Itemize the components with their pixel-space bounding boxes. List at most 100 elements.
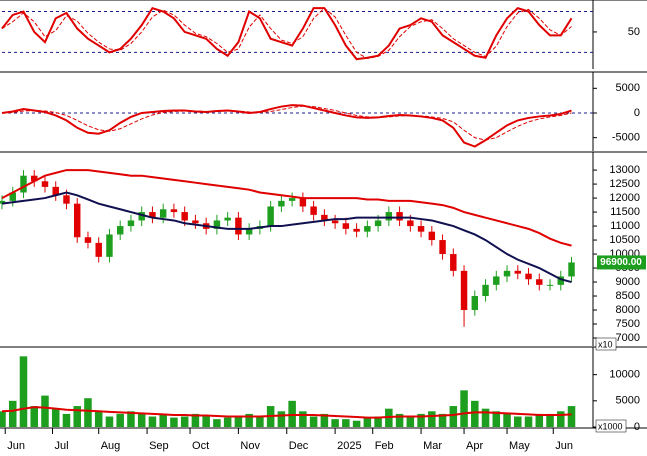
candle-body <box>536 279 543 285</box>
candle-body <box>331 220 339 224</box>
candle-body <box>267 206 274 227</box>
y-tick-label: 8000 <box>616 304 640 316</box>
candle-body <box>138 212 145 221</box>
candle-body <box>450 254 457 271</box>
candle-body <box>245 228 253 235</box>
x-tick-label: Nov <box>240 440 260 452</box>
volume-bar <box>309 416 318 427</box>
y-tick-label: 7000 <box>616 332 640 344</box>
volume-bar <box>94 411 103 427</box>
volume-bar <box>557 411 565 427</box>
x-tick-label: Oct <box>192 440 209 452</box>
volume-bar <box>460 390 468 427</box>
candle-body <box>159 209 167 218</box>
candle-body <box>84 237 92 243</box>
candle-body <box>170 209 178 213</box>
volume-bar <box>105 416 114 427</box>
indicator-line <box>1 104 572 148</box>
volume-bar <box>567 406 576 427</box>
candle-body <box>482 284 489 297</box>
volume-bar <box>428 411 436 427</box>
candle-body <box>364 226 371 232</box>
candle-body <box>493 276 500 285</box>
volume-bar <box>481 408 490 427</box>
candle-body <box>321 214 328 221</box>
volume-bar <box>84 398 92 427</box>
x-tick-label: Jun <box>555 440 573 452</box>
y-tick-label: 11000 <box>610 220 640 232</box>
candle-body <box>20 175 27 193</box>
y-tick-label: 5000 <box>616 395 640 407</box>
volume-bar <box>363 417 372 427</box>
y-tick-label: 7500 <box>616 318 640 330</box>
volume-bar <box>116 413 124 427</box>
volume-bar <box>342 419 350 427</box>
volume-bar <box>503 413 511 427</box>
candle-body <box>73 203 81 238</box>
y-tick-label: 0 <box>634 107 640 119</box>
volume-bar <box>438 413 447 427</box>
indicator-line <box>1 191 572 284</box>
candle-body <box>471 296 479 311</box>
candle-body <box>95 242 102 257</box>
x-tick-label: Apr <box>466 440 483 452</box>
volume-bar <box>245 413 253 427</box>
volume-bar <box>546 413 554 427</box>
candle-body <box>0 200 6 204</box>
volume-bar <box>352 420 361 427</box>
volume-bar <box>524 416 533 427</box>
y-tick-label: 10500 <box>609 234 640 246</box>
y-tick-label: 13000 <box>609 164 640 176</box>
candle-body <box>106 234 113 257</box>
volume-bar <box>202 416 210 427</box>
volume-bar <box>180 416 189 427</box>
volume-bar <box>277 411 286 427</box>
candle-body <box>417 226 425 232</box>
indicator-line <box>1 169 572 247</box>
candle-body <box>439 240 446 255</box>
candle-body <box>353 228 360 232</box>
volume-bar <box>535 413 544 427</box>
y-tick-label: 10000 <box>609 248 640 260</box>
y-tick-label: -5000 <box>612 132 640 144</box>
volume-bar <box>213 419 221 427</box>
candle-body <box>546 284 554 286</box>
volume-bar <box>223 417 232 427</box>
y-tick-label: 50 <box>628 26 640 38</box>
x-tick-label: Sep <box>149 440 169 452</box>
candle-body <box>385 212 393 221</box>
indicator-line <box>1 7 572 59</box>
indicator-line <box>1 406 572 419</box>
volume-bar <box>62 413 71 427</box>
candle-body <box>374 220 382 227</box>
y-tick-label: 12500 <box>609 178 640 190</box>
volume-bar <box>8 400 17 427</box>
candle-body <box>63 195 70 204</box>
candle-body <box>503 270 511 277</box>
candle-body <box>41 181 49 187</box>
scale-note-box <box>595 419 627 433</box>
volume-bar <box>159 413 167 427</box>
volume-bar <box>449 406 458 427</box>
volume-bar <box>331 419 339 427</box>
x-tick-label: May <box>509 440 530 452</box>
indicator-line <box>1 6 573 61</box>
candle-body <box>396 212 403 221</box>
price-tag <box>597 255 646 270</box>
candle-body <box>235 217 242 235</box>
x-tick-label: Dec <box>289 440 309 452</box>
volume-bar <box>471 400 479 427</box>
candle-body <box>407 220 414 227</box>
y-tick-label: 9000 <box>616 276 640 288</box>
candle-body <box>52 186 59 196</box>
volume-bar <box>234 416 243 427</box>
y-tick-label: 0 <box>634 421 640 433</box>
candle-body <box>299 198 307 207</box>
volume-bar <box>417 413 425 427</box>
x-tick-label: Jul <box>55 440 69 452</box>
candle-body <box>127 220 135 227</box>
volume-bar <box>395 413 404 427</box>
volume-bar <box>492 411 501 427</box>
